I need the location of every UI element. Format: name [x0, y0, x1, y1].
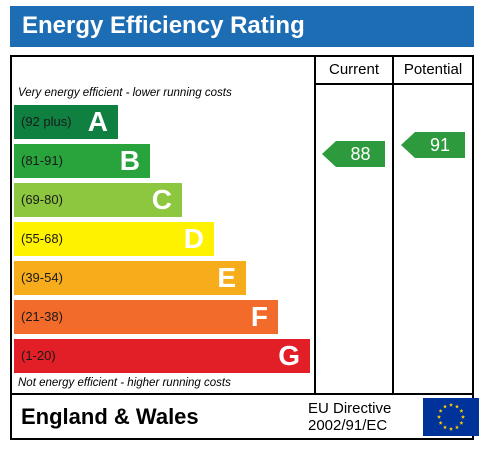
- current-rating-value: 88: [336, 141, 385, 167]
- rating-chart: Current Potential Very energy efficient …: [10, 55, 474, 395]
- band-range: (21-38): [21, 309, 63, 324]
- title-bar: Energy Efficiency Rating: [10, 6, 474, 47]
- eu-directive: EU Directive 2002/91/EC: [308, 400, 391, 434]
- band-e: (39-54) E: [14, 261, 246, 295]
- arrow-tip: [322, 141, 336, 167]
- header-divider: [316, 83, 472, 85]
- eu-flag-icon: [423, 398, 479, 436]
- page-title: Energy Efficiency Rating: [22, 12, 305, 39]
- column-divider-potential: [392, 57, 394, 393]
- band-range: (69-80): [21, 192, 63, 207]
- eu-star: [454, 404, 460, 409]
- band-letter: F: [250, 301, 268, 332]
- band-c: (69-80) C: [14, 183, 182, 217]
- band-letter: G: [278, 340, 300, 371]
- eu-star: [442, 425, 448, 430]
- band-range: (55-68): [21, 231, 63, 246]
- eu-star: [448, 426, 454, 431]
- band-letter: D: [183, 223, 204, 254]
- potential-rating-value: 91: [415, 132, 465, 158]
- directive-line-1: EU Directive: [308, 400, 392, 417]
- band-d: (55-68) D: [14, 222, 214, 256]
- top-note: Very energy efficient - lower running co…: [18, 87, 232, 99]
- eu-star: [459, 420, 464, 425]
- eu-star: [454, 425, 460, 430]
- country-label: England & Wales: [21, 404, 199, 429]
- band-letter: E: [217, 262, 236, 293]
- band-letter: B: [119, 145, 140, 176]
- bottom-note: Not energy efficient - higher running co…: [18, 377, 231, 389]
- current-column-header: Current: [328, 61, 380, 78]
- band-range: (39-54): [21, 270, 63, 285]
- column-divider-current: [314, 57, 316, 393]
- eu-star: [448, 402, 454, 407]
- potential-column-header: Potential: [403, 61, 463, 78]
- arrow-tip: [401, 132, 415, 158]
- band-b: (81-91) B: [14, 144, 150, 178]
- eu-star: [459, 408, 464, 413]
- band-letter: A: [87, 106, 108, 137]
- eu-star: [460, 414, 466, 419]
- eu-star: [442, 404, 448, 409]
- band-range: (92 plus): [21, 114, 72, 129]
- band-f: (21-38) F: [14, 300, 278, 334]
- band-letter: C: [151, 184, 172, 215]
- directive-line-2: 2002/91/EC: [308, 417, 388, 434]
- band-g: (1-20) G: [14, 339, 310, 373]
- eu-star: [438, 420, 443, 425]
- band-range: (81-91): [21, 153, 63, 168]
- footer: England & Wales EU Directive 2002/91/EC: [10, 393, 479, 440]
- band-range: (1-20): [21, 348, 56, 363]
- band-a: (92 plus) A: [14, 105, 118, 139]
- eu-star: [436, 414, 442, 419]
- eu-star: [438, 408, 443, 413]
